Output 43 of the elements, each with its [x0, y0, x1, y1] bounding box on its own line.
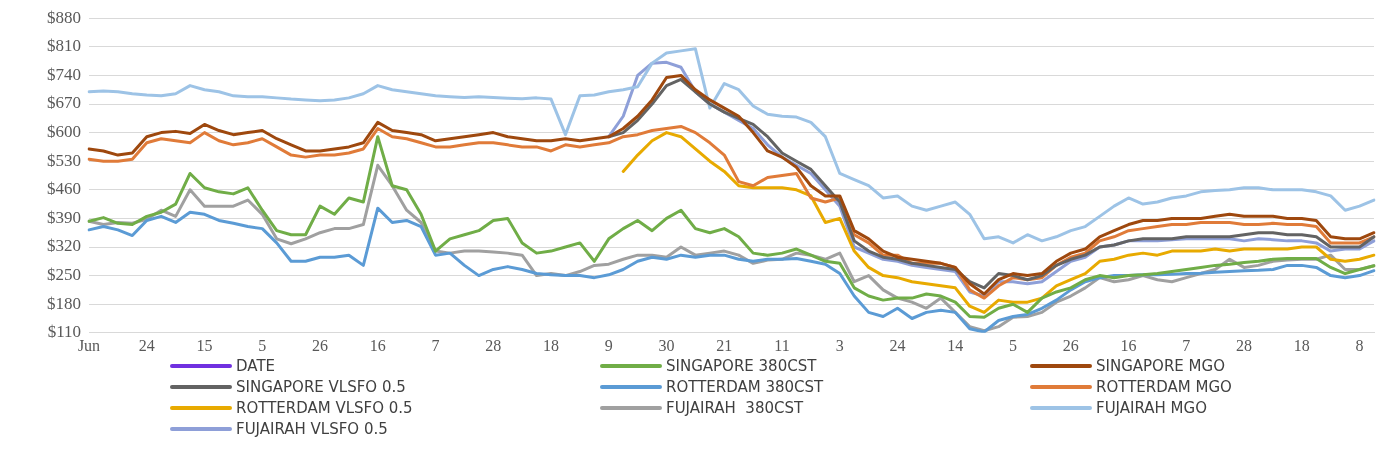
x-tick-label: 8 — [1355, 336, 1364, 354]
legend-label: ROTTERDAM 380CST — [666, 377, 824, 396]
x-tick-label: 7 — [1182, 336, 1191, 354]
y-tick-label: $530 — [47, 150, 81, 170]
x-tick-label: 28 — [1236, 336, 1253, 354]
legend-label: SINGAPORE 380CST — [666, 356, 817, 375]
x-tick-label: 14 — [947, 336, 964, 354]
x-tick-label: 9 — [604, 336, 613, 354]
x-tick-label: 15 — [196, 336, 213, 354]
x-tick-label: 24 — [889, 336, 906, 354]
y-tick-label: $250 — [47, 265, 81, 285]
x-tick-label: 30 — [658, 336, 675, 354]
x-tick-label: 26 — [1062, 336, 1079, 354]
legend-label: FUJAIRAH VLSFO 0.5 — [236, 419, 388, 438]
legend-label: SINGAPORE VLSFO 0.5 — [236, 377, 406, 396]
x-tick-label: 24 — [138, 336, 155, 354]
x-tick-label: 5 — [258, 336, 267, 354]
legend-label: FUJAIRAH MGO — [1096, 398, 1207, 417]
legend-label: FUJAIRAH 380CST — [666, 398, 804, 417]
y-tick-label: $320 — [47, 236, 81, 256]
legend-label: SINGAPORE MGO — [1096, 356, 1225, 375]
x-tick-label: 26 — [312, 336, 329, 354]
y-tick-label: $460 — [47, 179, 81, 199]
y-tick-label: $880 — [47, 7, 81, 27]
x-tick-label: 5 — [1009, 336, 1018, 354]
x-tick-label: 28 — [485, 336, 502, 354]
x-tick-label: 16 — [369, 336, 386, 354]
legend-label: ROTTERDAM MGO — [1096, 377, 1232, 396]
x-tick-label: 7 — [431, 336, 440, 354]
y-tick-label: $740 — [47, 64, 81, 84]
y-tick-label: $390 — [47, 207, 81, 227]
x-tick-label: 21 — [716, 336, 733, 354]
y-tick-label: $810 — [47, 36, 81, 56]
y-tick-label: $670 — [47, 93, 81, 113]
x-tick-label: 16 — [1120, 336, 1137, 354]
x-tick-label: 3 — [835, 336, 844, 354]
x-tick-label: 18 — [543, 336, 560, 354]
x-tick-label: 11 — [774, 336, 790, 354]
y-tick-label: $600 — [47, 122, 81, 142]
x-tick-label: 18 — [1293, 336, 1310, 354]
legend-label: DATE — [236, 356, 276, 375]
legend-label: ROTTERDAM VLSFO 0.5 — [236, 398, 413, 417]
y-tick-label: $180 — [47, 293, 81, 313]
